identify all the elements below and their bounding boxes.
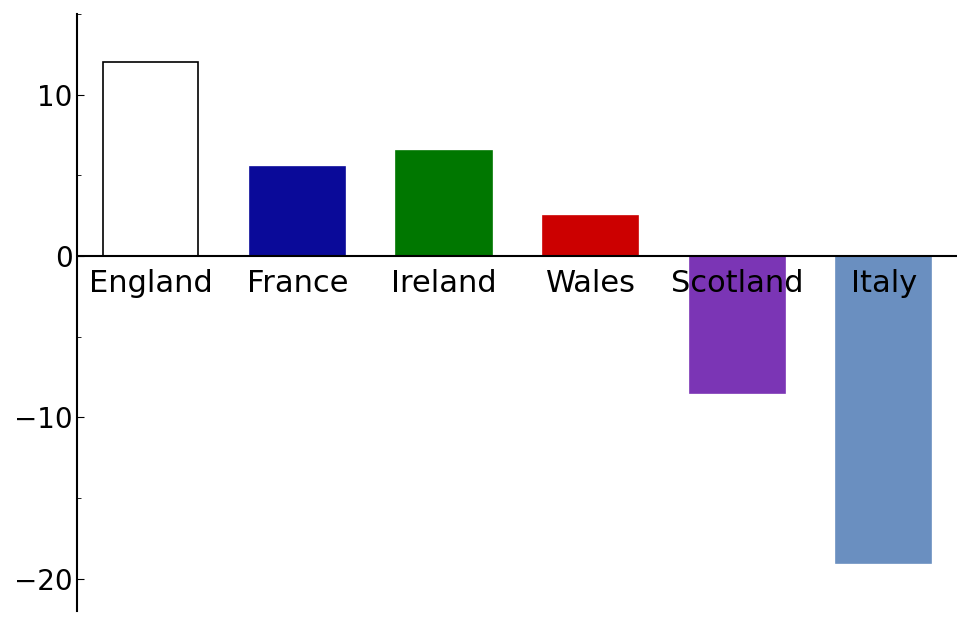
- Text: Wales: Wales: [546, 269, 636, 298]
- Bar: [543, 216, 638, 256]
- Text: Scotland: Scotland: [671, 269, 803, 298]
- Text: Ireland: Ireland: [391, 269, 497, 298]
- Bar: [689, 256, 785, 393]
- Text: England: England: [88, 269, 213, 298]
- Text: France: France: [247, 269, 348, 298]
- Bar: [250, 168, 345, 256]
- Bar: [836, 256, 931, 562]
- Text: Italy: Italy: [851, 269, 917, 298]
- Bar: [396, 151, 491, 256]
- Bar: [103, 62, 198, 256]
